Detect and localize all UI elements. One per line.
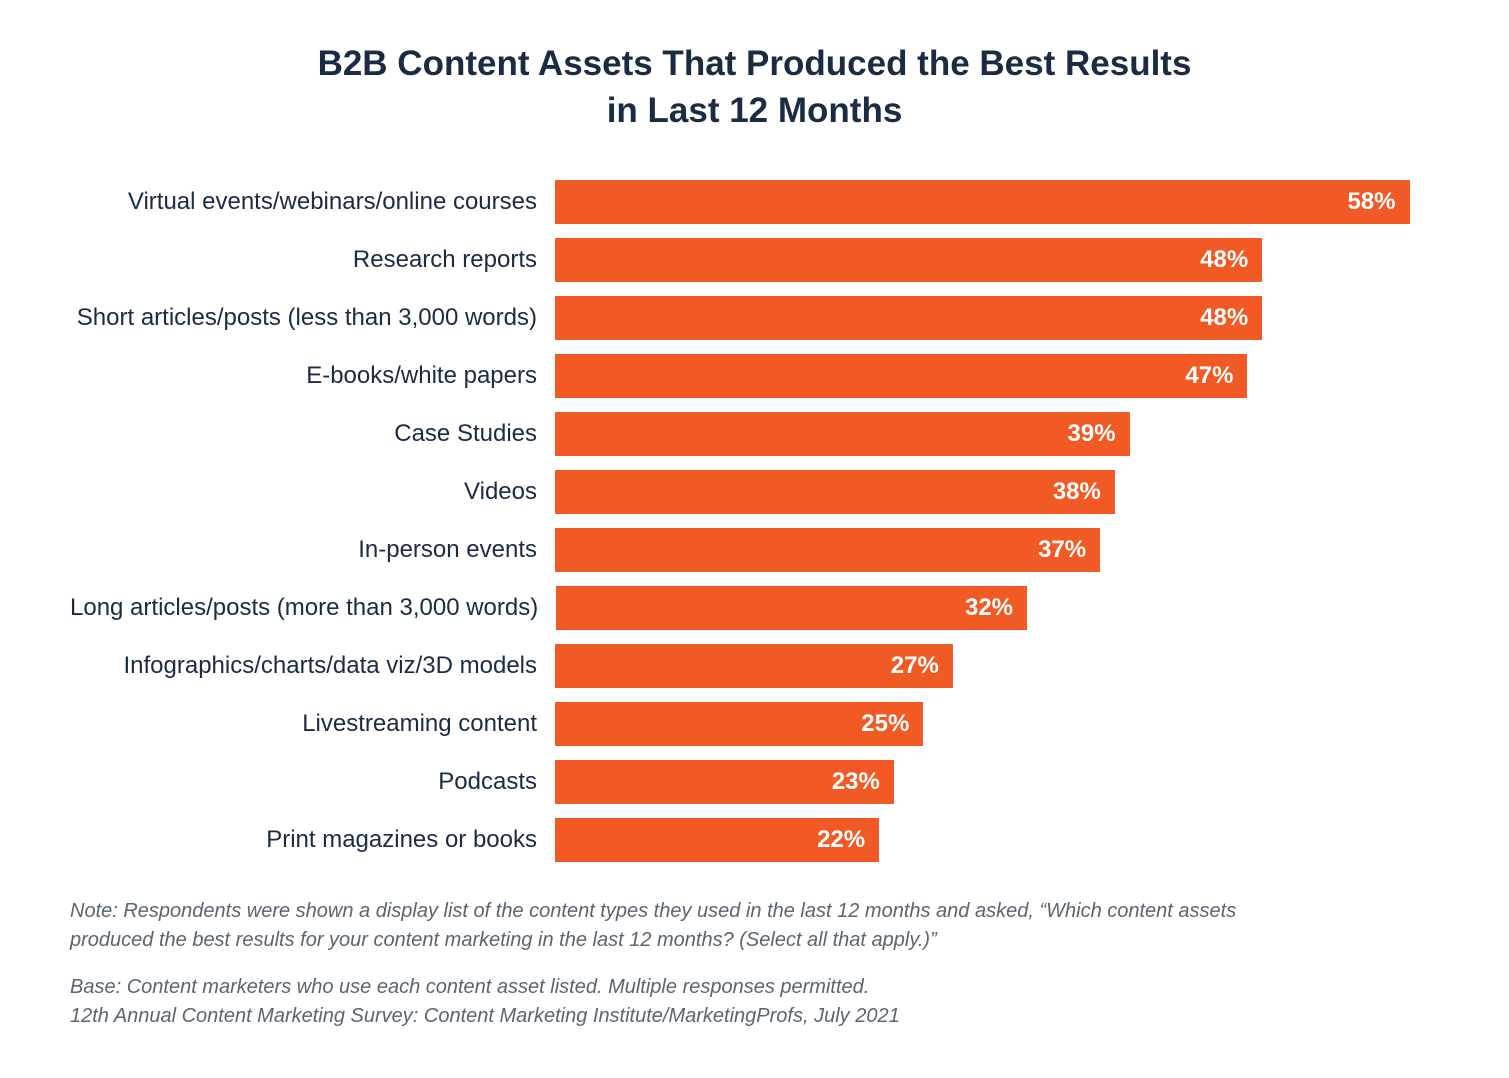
bar-row: Infographics/charts/data viz/3D models 27… <box>70 644 1439 688</box>
bar-track: 48% <box>555 238 1439 282</box>
bar-value-label: 48% <box>1200 304 1248 332</box>
footnote-base-line2: 12th Annual Content Marketing Survey: Co… <box>70 1005 900 1027</box>
bar-track: 38% <box>555 470 1439 514</box>
bar-fill: 25% <box>555 702 923 746</box>
bar-value-label: 23% <box>832 768 880 796</box>
bar-fill: 38% <box>555 470 1115 514</box>
bar-category-label: Videos <box>70 478 555 506</box>
bar-value-label: 47% <box>1185 362 1233 390</box>
bar-row: Research reports 48% <box>70 238 1439 282</box>
bar-value-label: 22% <box>817 826 865 854</box>
footnote-base-line1: Base: Content marketers who use each con… <box>70 976 869 998</box>
bar-track: 48% <box>555 296 1439 340</box>
bar-fill: 27% <box>555 644 953 688</box>
bar-category-label: In-person events <box>70 536 555 564</box>
bar-row: Videos 38% <box>70 470 1439 514</box>
bar-row: Livestreaming content 25% <box>70 702 1439 746</box>
bars-area: Virtual events/webinars/online courses 58… <box>70 180 1439 862</box>
footnote-note: Note: Respondents were shown a display l… <box>70 897 1439 955</box>
bar-fill: 58% <box>555 180 1410 224</box>
bar-fill: 39% <box>555 412 1130 456</box>
bar-row: Podcasts 23% <box>70 760 1439 804</box>
bar-fill: 48% <box>555 296 1262 340</box>
bar-row: In-person events 37% <box>70 528 1439 572</box>
bar-fill: 22% <box>555 818 879 862</box>
bar-fill: 23% <box>555 760 894 804</box>
chart-container: B2B Content Assets That Produced the Bes… <box>70 40 1439 1031</box>
bar-value-label: 37% <box>1038 536 1086 564</box>
bar-fill: 47% <box>555 354 1247 398</box>
bar-track: 37% <box>555 528 1439 572</box>
bar-track: 32% <box>556 586 1439 630</box>
bar-value-label: 39% <box>1068 420 1116 448</box>
footnote-note-line1: Note: Respondents were shown a display l… <box>70 900 1236 922</box>
bar-value-label: 48% <box>1200 246 1248 274</box>
bar-fill: 48% <box>555 238 1262 282</box>
bar-track: 47% <box>555 354 1439 398</box>
bar-category-label: Livestreaming content <box>70 710 555 738</box>
bar-track: 22% <box>555 818 1439 862</box>
bar-fill: 32% <box>556 586 1027 630</box>
bar-row: E-books/white papers 47% <box>70 354 1439 398</box>
bar-track: 39% <box>555 412 1439 456</box>
bar-value-label: 32% <box>965 594 1013 622</box>
bar-row: Long articles/posts (more than 3,000 wor… <box>70 586 1439 630</box>
bar-track: 58% <box>555 180 1439 224</box>
chart-title-line1: B2B Content Assets That Produced the Bes… <box>318 44 1192 83</box>
footnote-base: Base: Content marketers who use each con… <box>70 973 1439 1031</box>
chart-title-line2: in Last 12 Months <box>607 91 903 130</box>
bar-value-label: 58% <box>1347 188 1395 216</box>
bar-track: 27% <box>555 644 1439 688</box>
footnotes: Note: Respondents were shown a display l… <box>70 897 1439 1031</box>
bar-category-label: E-books/white papers <box>70 362 555 390</box>
bar-category-label: Short articles/posts (less than 3,000 wo… <box>70 304 555 332</box>
bar-category-label: Long articles/posts (more than 3,000 wor… <box>70 594 556 622</box>
bar-fill: 37% <box>555 528 1100 572</box>
bar-row: Case Studies 39% <box>70 412 1439 456</box>
bar-category-label: Research reports <box>70 246 555 274</box>
footnote-note-line2: produced the best results for your conte… <box>70 929 937 951</box>
bar-track: 23% <box>555 760 1439 804</box>
chart-title: B2B Content Assets That Produced the Bes… <box>70 40 1439 135</box>
bar-category-label: Print magazines or books <box>70 826 555 854</box>
bar-track: 25% <box>555 702 1439 746</box>
bar-value-label: 27% <box>891 652 939 680</box>
bar-category-label: Infographics/charts/data viz/3D models <box>70 652 555 680</box>
bar-category-label: Virtual events/webinars/online courses <box>70 188 555 216</box>
bar-value-label: 25% <box>861 710 909 738</box>
bar-row: Virtual events/webinars/online courses 58… <box>70 180 1439 224</box>
bar-row: Short articles/posts (less than 3,000 wo… <box>70 296 1439 340</box>
bar-category-label: Case Studies <box>70 420 555 448</box>
bar-category-label: Podcasts <box>70 768 555 796</box>
bar-value-label: 38% <box>1053 478 1101 506</box>
bar-row: Print magazines or books 22% <box>70 818 1439 862</box>
